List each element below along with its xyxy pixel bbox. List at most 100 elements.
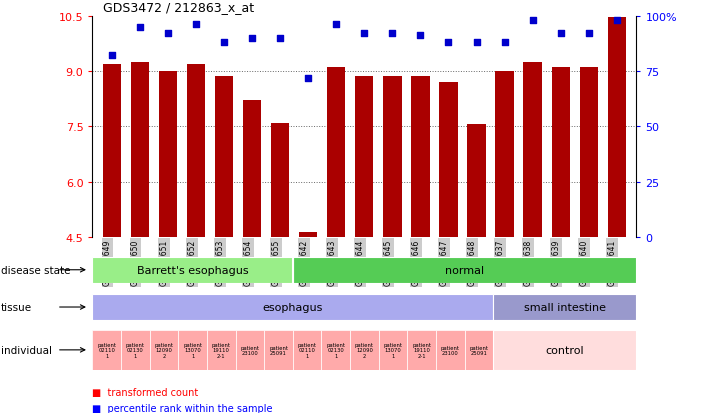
Bar: [436, 330, 464, 370]
Bar: [293, 330, 321, 370]
Bar: [207, 330, 235, 370]
Bar: [150, 330, 178, 370]
Bar: [493, 294, 636, 320]
Text: ■  percentile rank within the sample: ■ percentile rank within the sample: [92, 403, 273, 413]
Text: patient
02110
1: patient 02110 1: [97, 342, 116, 358]
Point: [358, 31, 370, 38]
Bar: [103, 64, 121, 237]
Text: patient
02130
1: patient 02130 1: [126, 342, 145, 358]
Point: [218, 40, 230, 46]
Text: GSM327637: GSM327637: [496, 240, 505, 286]
Point: [415, 33, 426, 40]
Point: [443, 40, 454, 46]
Text: tissue: tissue: [1, 302, 32, 312]
Bar: [243, 101, 262, 237]
Bar: [293, 257, 636, 283]
Text: GSM327649: GSM327649: [103, 240, 112, 286]
Text: individual: individual: [1, 345, 52, 355]
Text: GSM327653: GSM327653: [215, 240, 224, 286]
Point: [611, 18, 622, 24]
Bar: [439, 83, 458, 237]
Bar: [383, 77, 402, 237]
Text: GSM327643: GSM327643: [327, 240, 336, 286]
Bar: [523, 62, 542, 237]
Point: [387, 31, 398, 38]
Text: patient
13070
1: patient 13070 1: [383, 342, 402, 358]
Point: [527, 18, 538, 24]
Point: [107, 53, 118, 59]
Text: patient
12090
2: patient 12090 2: [154, 342, 173, 358]
Text: GDS3472 / 212863_x_at: GDS3472 / 212863_x_at: [103, 1, 255, 14]
Text: patient
12090
2: patient 12090 2: [355, 342, 374, 358]
Bar: [131, 62, 149, 237]
Point: [331, 22, 342, 28]
Bar: [321, 330, 350, 370]
Bar: [235, 330, 264, 370]
Bar: [121, 330, 150, 370]
Text: disease state: disease state: [1, 265, 70, 275]
Text: GSM327642: GSM327642: [299, 240, 309, 286]
Text: GSM327645: GSM327645: [383, 240, 392, 286]
Text: patient
19110
2-1: patient 19110 2-1: [412, 342, 431, 358]
Point: [499, 40, 510, 46]
Text: patient
25091: patient 25091: [469, 345, 488, 355]
Text: GSM327644: GSM327644: [356, 240, 364, 286]
Text: GSM327652: GSM327652: [187, 240, 196, 286]
Bar: [407, 330, 436, 370]
Text: patient
23100: patient 23100: [240, 345, 260, 355]
Text: GSM327639: GSM327639: [552, 240, 561, 286]
Text: small intestine: small intestine: [524, 302, 606, 312]
Bar: [356, 77, 373, 237]
Point: [134, 24, 146, 31]
Bar: [271, 123, 289, 237]
Text: GSM327640: GSM327640: [579, 240, 589, 286]
Text: esophagus: esophagus: [262, 302, 323, 312]
Text: GSM327648: GSM327648: [468, 240, 476, 286]
Bar: [412, 77, 429, 237]
Text: GSM327650: GSM327650: [131, 240, 140, 286]
Bar: [552, 68, 570, 237]
Point: [471, 40, 482, 46]
Point: [555, 31, 567, 38]
Bar: [579, 68, 598, 237]
Bar: [187, 64, 205, 237]
Point: [274, 36, 286, 42]
Text: GSM327654: GSM327654: [243, 240, 252, 286]
Bar: [464, 330, 493, 370]
Text: control: control: [545, 345, 584, 355]
Point: [583, 31, 594, 38]
Bar: [327, 68, 346, 237]
Bar: [350, 330, 379, 370]
Bar: [159, 72, 177, 237]
Text: patient
19110
2-1: patient 19110 2-1: [212, 342, 231, 358]
Bar: [92, 294, 493, 320]
Text: normal: normal: [445, 265, 484, 275]
Point: [191, 22, 202, 28]
Text: GSM327641: GSM327641: [608, 240, 616, 286]
Bar: [496, 72, 513, 237]
Bar: [379, 330, 407, 370]
Point: [247, 36, 258, 42]
Bar: [299, 232, 317, 237]
Text: patient
13070
1: patient 13070 1: [183, 342, 202, 358]
Bar: [92, 257, 293, 283]
Point: [162, 31, 173, 38]
Text: GSM327655: GSM327655: [272, 240, 280, 286]
Text: ■  transformed count: ■ transformed count: [92, 387, 198, 397]
Text: GSM327651: GSM327651: [159, 240, 168, 286]
Text: GSM327647: GSM327647: [439, 240, 449, 286]
Bar: [608, 18, 626, 237]
Text: patient
02110
1: patient 02110 1: [298, 342, 316, 358]
Text: patient
02130
1: patient 02130 1: [326, 342, 346, 358]
Text: patient
23100: patient 23100: [441, 345, 460, 355]
Text: GSM327638: GSM327638: [523, 240, 533, 286]
Bar: [264, 330, 293, 370]
Bar: [92, 330, 121, 370]
Bar: [178, 330, 207, 370]
Bar: [493, 330, 636, 370]
Point: [303, 75, 314, 82]
Bar: [215, 77, 233, 237]
Text: GSM327646: GSM327646: [412, 240, 420, 286]
Text: Barrett's esophagus: Barrett's esophagus: [137, 265, 248, 275]
Text: patient
25091: patient 25091: [269, 345, 288, 355]
